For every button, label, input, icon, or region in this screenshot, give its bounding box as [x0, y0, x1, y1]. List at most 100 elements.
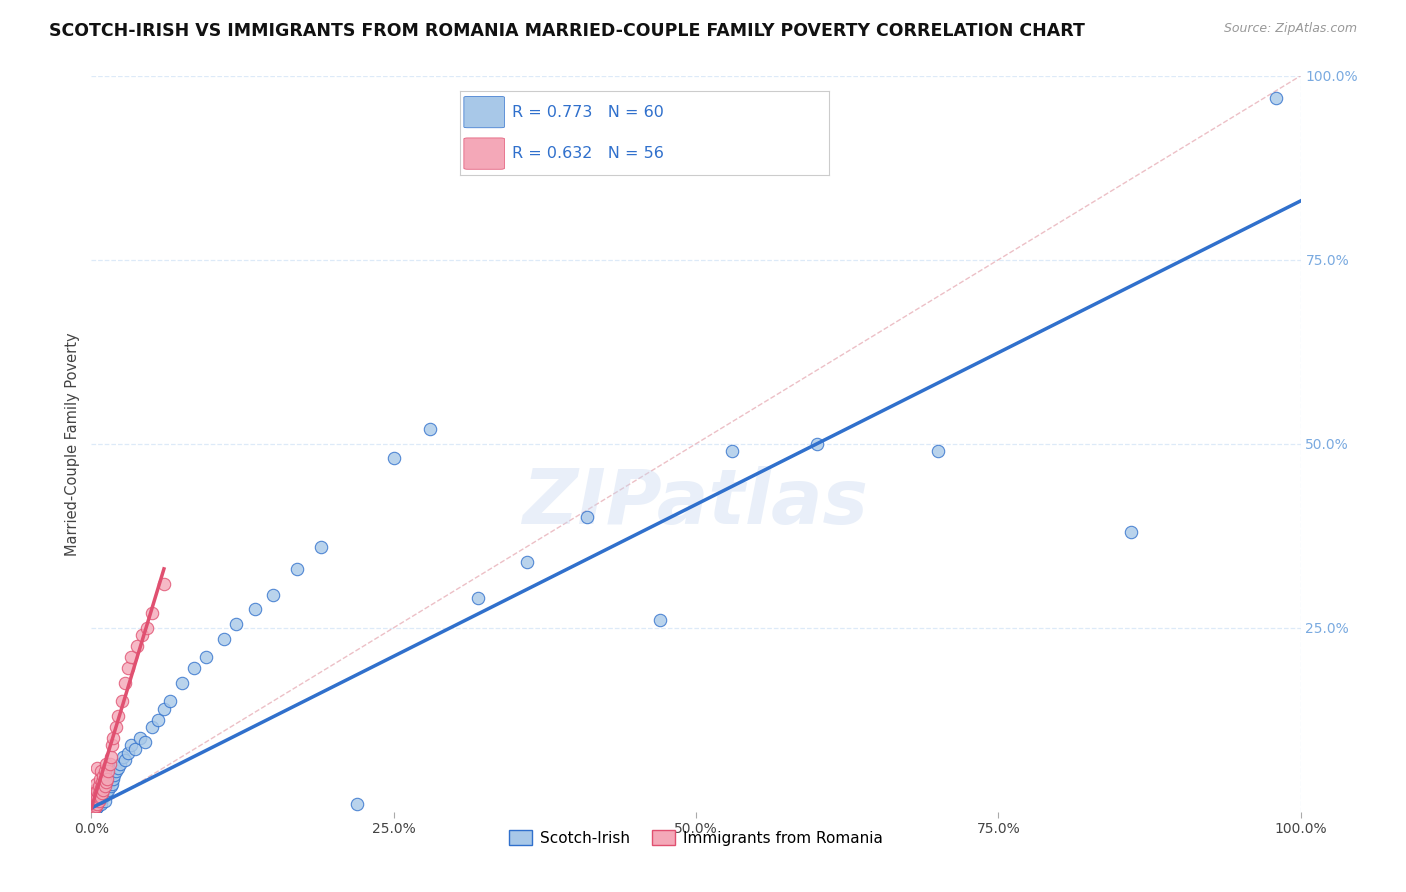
Point [91, 791, 114, 805]
Point [136, 621, 159, 635]
Point [87, 779, 110, 793]
Point [84, 800, 107, 814]
Point [93, 779, 115, 793]
Point [107, 709, 129, 723]
Point [89, 795, 111, 809]
Point [91, 786, 114, 800]
Point [87, 787, 110, 801]
Point [90, 797, 112, 812]
Point [153, 576, 176, 591]
Point [90, 786, 112, 800]
Point [91, 782, 114, 797]
Point [103, 768, 125, 782]
Point [82, 803, 104, 817]
Point [84, 790, 107, 805]
Point [243, 602, 266, 616]
Point [100, 779, 122, 793]
Point [84, 782, 107, 797]
Point [172, 676, 194, 690]
Point [86, 799, 108, 814]
Point [83, 802, 105, 816]
Point [97, 782, 120, 797]
Point [141, 720, 163, 734]
Point [195, 650, 218, 665]
Point [927, 444, 949, 458]
Point [648, 614, 671, 628]
Point [86, 760, 108, 774]
Point [120, 650, 142, 665]
Point [98, 775, 121, 789]
Point [806, 436, 828, 450]
Point [93, 764, 115, 779]
Point [93, 790, 115, 805]
Point [183, 661, 205, 675]
Point [97, 764, 120, 779]
Point [101, 739, 124, 753]
Point [101, 777, 124, 791]
Point [101, 772, 124, 786]
Point [83, 796, 105, 810]
Point [124, 742, 146, 756]
Point [419, 422, 441, 436]
Point [127, 639, 149, 653]
Point [134, 735, 156, 749]
Point [309, 540, 332, 554]
Point [84, 798, 107, 813]
Point [89, 791, 111, 805]
Y-axis label: Married-Couple Family Poverty: Married-Couple Family Poverty [65, 332, 80, 556]
Point [159, 694, 181, 708]
Point [84, 796, 107, 810]
Point [84, 789, 107, 803]
Point [86, 784, 108, 798]
Point [93, 769, 115, 783]
Legend: Scotch-Irish, Immigrants from Romania: Scotch-Irish, Immigrants from Romania [503, 823, 889, 852]
Point [110, 756, 132, 771]
Point [84, 801, 107, 815]
Point [83, 786, 105, 800]
Point [84, 803, 107, 817]
Point [101, 731, 124, 746]
Point [100, 749, 122, 764]
Point [86, 797, 108, 812]
Point [146, 713, 169, 727]
Point [214, 632, 236, 646]
Point [89, 791, 111, 805]
Point [93, 782, 115, 797]
Point [96, 772, 118, 786]
Point [89, 784, 111, 798]
Point [90, 781, 112, 796]
Point [94, 786, 117, 800]
Point [721, 444, 744, 458]
Point [111, 694, 132, 708]
Point [90, 790, 112, 805]
Point [117, 661, 139, 675]
Point [117, 746, 139, 760]
Point [98, 756, 121, 771]
Point [84, 798, 107, 813]
Point [91, 775, 114, 789]
Point [84, 793, 107, 807]
Point [84, 797, 107, 812]
Point [225, 617, 247, 632]
Point [467, 591, 489, 606]
Point [262, 588, 284, 602]
Point [94, 775, 117, 789]
Point [87, 797, 110, 812]
Point [141, 606, 163, 620]
Text: Source: ZipAtlas.com: Source: ZipAtlas.com [1223, 22, 1357, 36]
Point [114, 753, 136, 767]
Point [153, 701, 176, 715]
Point [1121, 524, 1143, 539]
Point [86, 794, 108, 808]
Text: ZIPatlas: ZIPatlas [523, 466, 869, 540]
Point [382, 451, 405, 466]
Point [82, 801, 104, 815]
Point [128, 731, 150, 746]
Point [516, 554, 538, 569]
Point [86, 791, 108, 805]
Point [107, 760, 129, 774]
Point [104, 764, 127, 779]
Point [93, 794, 115, 808]
Point [285, 562, 308, 576]
Point [87, 794, 110, 808]
